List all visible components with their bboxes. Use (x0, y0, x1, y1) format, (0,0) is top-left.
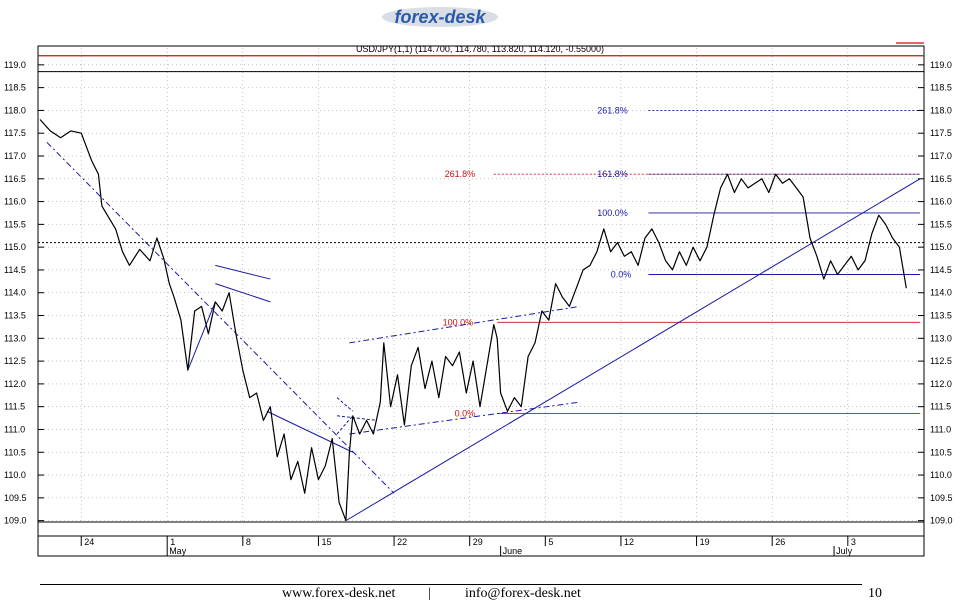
y-tick-label-left: 114.0 (4, 288, 26, 298)
footer-rule (40, 584, 862, 585)
trendline (336, 415, 354, 435)
y-tick-label-left: 113.0 (4, 333, 26, 343)
x-tick-label: 22 (397, 537, 407, 547)
trendline (46, 141, 395, 494)
y-tick-label-left: 111.5 (4, 402, 25, 412)
trendline (215, 264, 271, 280)
y-tick-label-right: 116.5 (930, 174, 952, 184)
reference-lines (38, 55, 924, 523)
forex-desk-logo: forex-desk (382, 7, 498, 27)
y-tick-label-left: 112.5 (4, 356, 26, 366)
y-tick-label-left: 114.5 (4, 265, 26, 275)
trendline (345, 178, 921, 522)
x-tick-label: 8 (246, 537, 251, 547)
trendline (349, 401, 580, 435)
fib-level-label: 100.0% (443, 317, 474, 327)
x-tick-label: 5 (548, 537, 553, 547)
price-line (39, 119, 907, 522)
trendline (266, 410, 354, 453)
y-tick-label-left: 109.0 (4, 516, 27, 526)
y-tick-label-left: 115.5 (4, 219, 26, 229)
y-tick-label-left: 109.5 (4, 493, 27, 503)
y-tick-label-left: 116.0 (4, 197, 26, 207)
x-month-label: July (836, 546, 853, 556)
x-tick-label: 29 (473, 537, 483, 547)
trendline (336, 415, 377, 421)
page-number: 10 (868, 586, 882, 601)
y-tick-label-right: 117.0 (930, 151, 952, 161)
y-tick-label-right: 112.5 (930, 356, 952, 366)
fib-level-label: 161.8% (597, 169, 628, 179)
y-tick-label-left: 119.0 (4, 60, 26, 70)
fib-level-label: 0.0% (611, 270, 632, 280)
y-tick-label-left: 116.5 (4, 174, 26, 184)
x-tick-label: 1 (170, 537, 175, 547)
trendline (349, 305, 580, 344)
x-tick-label: 3 (851, 537, 856, 547)
y-tick-label-right: 116.0 (930, 197, 952, 207)
y-tick-label-left: 117.5 (4, 128, 26, 138)
trendline (336, 397, 354, 412)
x-axis-band (37, 535, 925, 557)
trendline (187, 301, 216, 371)
y-tick-label-left: 112.0 (4, 379, 26, 389)
y-axis-right: 119.0 118.5 118.0 117.5 117.0 116.5 116.0 115.5… (918, 60, 953, 526)
fibonacci-levels: 261.8% 100.0% 0.0% 261.8% 161.8% 100.0% 0.0% (443, 105, 920, 419)
fib-level-label: 261.8% (597, 105, 628, 115)
y-tick-label-right: 118.0 (930, 105, 952, 115)
y-tick-label-left: 117.0 (4, 151, 26, 161)
x-axis: 24 1 8 15 22 29 5 12 19 26 3 May June July (80, 536, 856, 556)
chart-title: USD/JPY(1,1) (114.700, 114.780, 113.820,… (356, 44, 604, 54)
footer-website[interactable]: www.forex-desk.net (282, 586, 396, 601)
trendline (215, 283, 271, 303)
y-tick-label-right: 110.5 (930, 447, 952, 457)
y-tick-label-right: 119.0 (930, 60, 952, 70)
y-tick-label-left: 118.5 (4, 83, 26, 93)
y-tick-label-right: 115.0 (930, 242, 952, 252)
fib-level-label: 261.8% (445, 169, 476, 179)
footer-separator: | (428, 586, 431, 601)
y-tick-label-right: 114.0 (930, 288, 952, 298)
y-tick-label-right: 112.0 (930, 379, 952, 389)
footer-email[interactable]: info@forex-desk.net (465, 586, 581, 601)
y-tick-label-right: 109.0 (930, 516, 953, 526)
y-axis-left: 119.0 118.5 118.0 117.5 117.0 116.5 116.0 115.5… (4, 60, 44, 526)
y-tick-label-left: 118.0 (4, 105, 26, 115)
fib-level-label: 100.0% (597, 208, 628, 218)
x-tick-label: 26 (775, 537, 785, 547)
x-tick-label: 12 (624, 537, 634, 547)
price-series (39, 119, 907, 522)
y-tick-label-left: 110.5 (4, 447, 26, 457)
y-tick-label-right: 111.5 (930, 402, 951, 412)
y-tick-label-right: 109.5 (930, 493, 953, 503)
y-tick-label-left: 111.0 (4, 424, 25, 434)
y-tick-label-right: 110.0 (930, 470, 952, 480)
y-tick-label-left: 113.5 (4, 311, 26, 321)
y-tick-label-right: 114.5 (930, 265, 952, 275)
y-tick-label-left: 115.0 (4, 242, 26, 252)
x-tick-label: 15 (321, 537, 331, 547)
plot-frame (37, 45, 925, 537)
y-tick-label-right: 117.5 (930, 128, 952, 138)
logo-text: forex-desk (394, 7, 486, 27)
x-tick-label: 19 (700, 537, 710, 547)
y-tick-label-right: 113.0 (930, 333, 952, 343)
y-tick-label-right: 113.5 (930, 311, 952, 321)
usdjpy-chart: forex-desk 261.8% 100.0% 0.0% 261.8% 161.8% 1… (4, 7, 953, 557)
trendlines (46, 141, 921, 522)
y-tick-label-right: 118.5 (930, 83, 952, 93)
y-tick-label-left: 110.0 (4, 470, 26, 480)
x-month-label: June (503, 546, 523, 556)
x-month-label: May (169, 546, 187, 556)
y-tick-label-right: 115.5 (930, 219, 952, 229)
y-tick-label-right: 111.0 (930, 424, 951, 434)
footer: www.forex-desk.net | info@forex-desk.net… (0, 580, 960, 602)
fib-level-label: 0.0% (455, 409, 476, 419)
grid (40, 48, 920, 522)
x-tick-label: 24 (84, 537, 94, 547)
